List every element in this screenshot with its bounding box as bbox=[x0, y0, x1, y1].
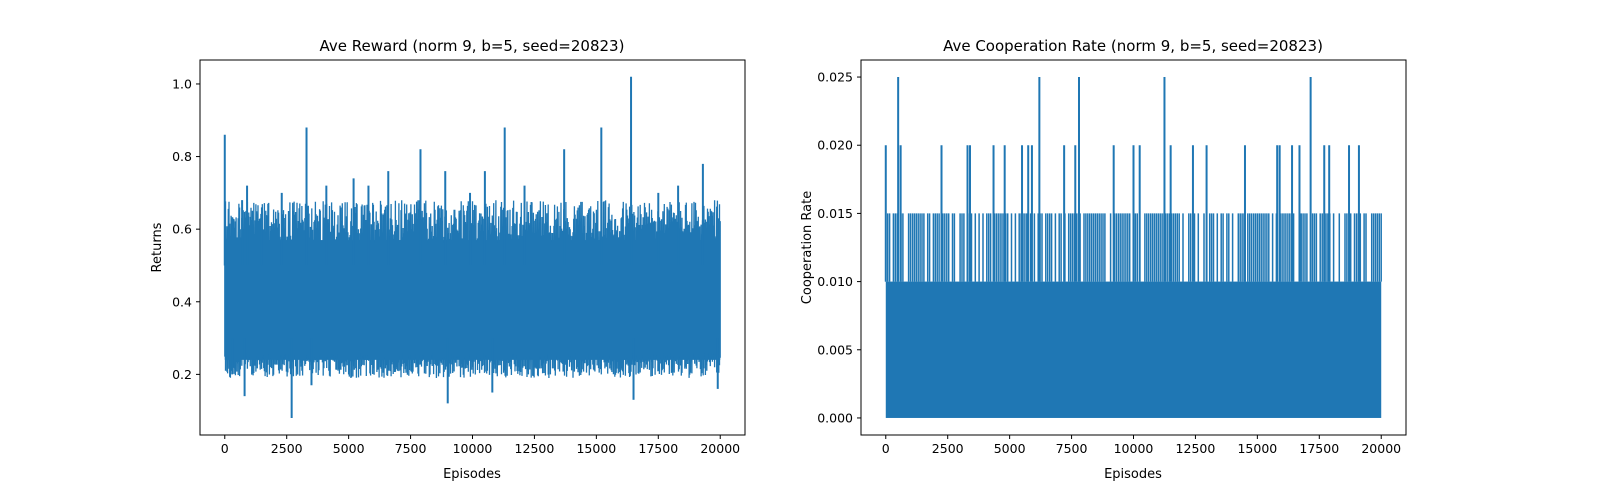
y-tick-label: 1.0 bbox=[172, 76, 192, 91]
y-tick-label: 0.010 bbox=[817, 274, 853, 289]
reward-y-axis-label: Returns bbox=[150, 222, 165, 272]
cooperation-x-ticks: 0 2500 5000 7500 10000 12500 15000 17500 20000 bbox=[882, 435, 1401, 456]
x-tick-label: 15000 bbox=[576, 441, 616, 456]
reward-x-ticks: 0 2500 5000 7500 10000 12500 15000 17500 20000 bbox=[221, 435, 740, 456]
x-tick-label: 12500 bbox=[1176, 441, 1216, 456]
cooperation-series-band bbox=[885, 281, 1382, 418]
y-tick-label: 0.6 bbox=[172, 222, 192, 237]
reward-y-ticks: 0.2 0.4 0.6 0.8 1.0 bbox=[172, 76, 200, 382]
reward-x-axis-label: Episodes bbox=[443, 467, 501, 482]
cooperation-plot-area bbox=[884, 77, 1382, 418]
y-tick-label: 0.8 bbox=[172, 149, 192, 164]
x-tick-label: 7500 bbox=[395, 441, 427, 456]
y-tick-label: 0.4 bbox=[172, 294, 192, 309]
x-tick-label: 15000 bbox=[1237, 441, 1277, 456]
y-tick-label: 0.2 bbox=[172, 367, 192, 382]
x-tick-label: 2500 bbox=[932, 441, 964, 456]
cooperation-y-axis-label: Cooperation Rate bbox=[800, 191, 815, 304]
x-tick-label: 0 bbox=[882, 441, 890, 456]
y-tick-label: 0.005 bbox=[817, 342, 853, 357]
x-tick-label: 0 bbox=[221, 441, 229, 456]
x-tick-label: 7500 bbox=[1056, 441, 1088, 456]
cooperation-y-ticks: 0.000 0.005 0.010 0.015 0.020 0.025 bbox=[817, 70, 861, 425]
reward-series-line bbox=[224, 200, 721, 379]
cooperation-chart-title: Ave Cooperation Rate (norm 9, b=5, seed=… bbox=[943, 37, 1323, 55]
x-tick-label: 2500 bbox=[271, 441, 303, 456]
x-tick-label: 17500 bbox=[1299, 441, 1339, 456]
x-tick-label: 20000 bbox=[700, 441, 740, 456]
reward-plot-area bbox=[223, 76, 721, 418]
x-tick-label: 5000 bbox=[333, 441, 365, 456]
y-tick-label: 0.000 bbox=[817, 410, 853, 425]
y-tick-label: 0.015 bbox=[817, 206, 853, 221]
y-tick-label: 0.020 bbox=[817, 138, 853, 153]
cooperation-x-axis-label: Episodes bbox=[1104, 467, 1162, 482]
cooperation-chart: Ave Cooperation Rate (norm 9, b=5, seed=… bbox=[800, 37, 1407, 482]
x-tick-label: 17500 bbox=[638, 441, 678, 456]
y-tick-label: 0.025 bbox=[817, 70, 853, 85]
x-tick-label: 5000 bbox=[994, 441, 1026, 456]
x-tick-label: 10000 bbox=[453, 441, 493, 456]
reward-chart: Ave Reward (norm 9, b=5, seed=20823) 0 25… bbox=[150, 37, 746, 482]
x-tick-label: 10000 bbox=[1114, 441, 1154, 456]
reward-chart-title: Ave Reward (norm 9, b=5, seed=20823) bbox=[320, 37, 625, 55]
x-tick-label: 20000 bbox=[1361, 441, 1401, 456]
x-tick-label: 12500 bbox=[515, 441, 555, 456]
